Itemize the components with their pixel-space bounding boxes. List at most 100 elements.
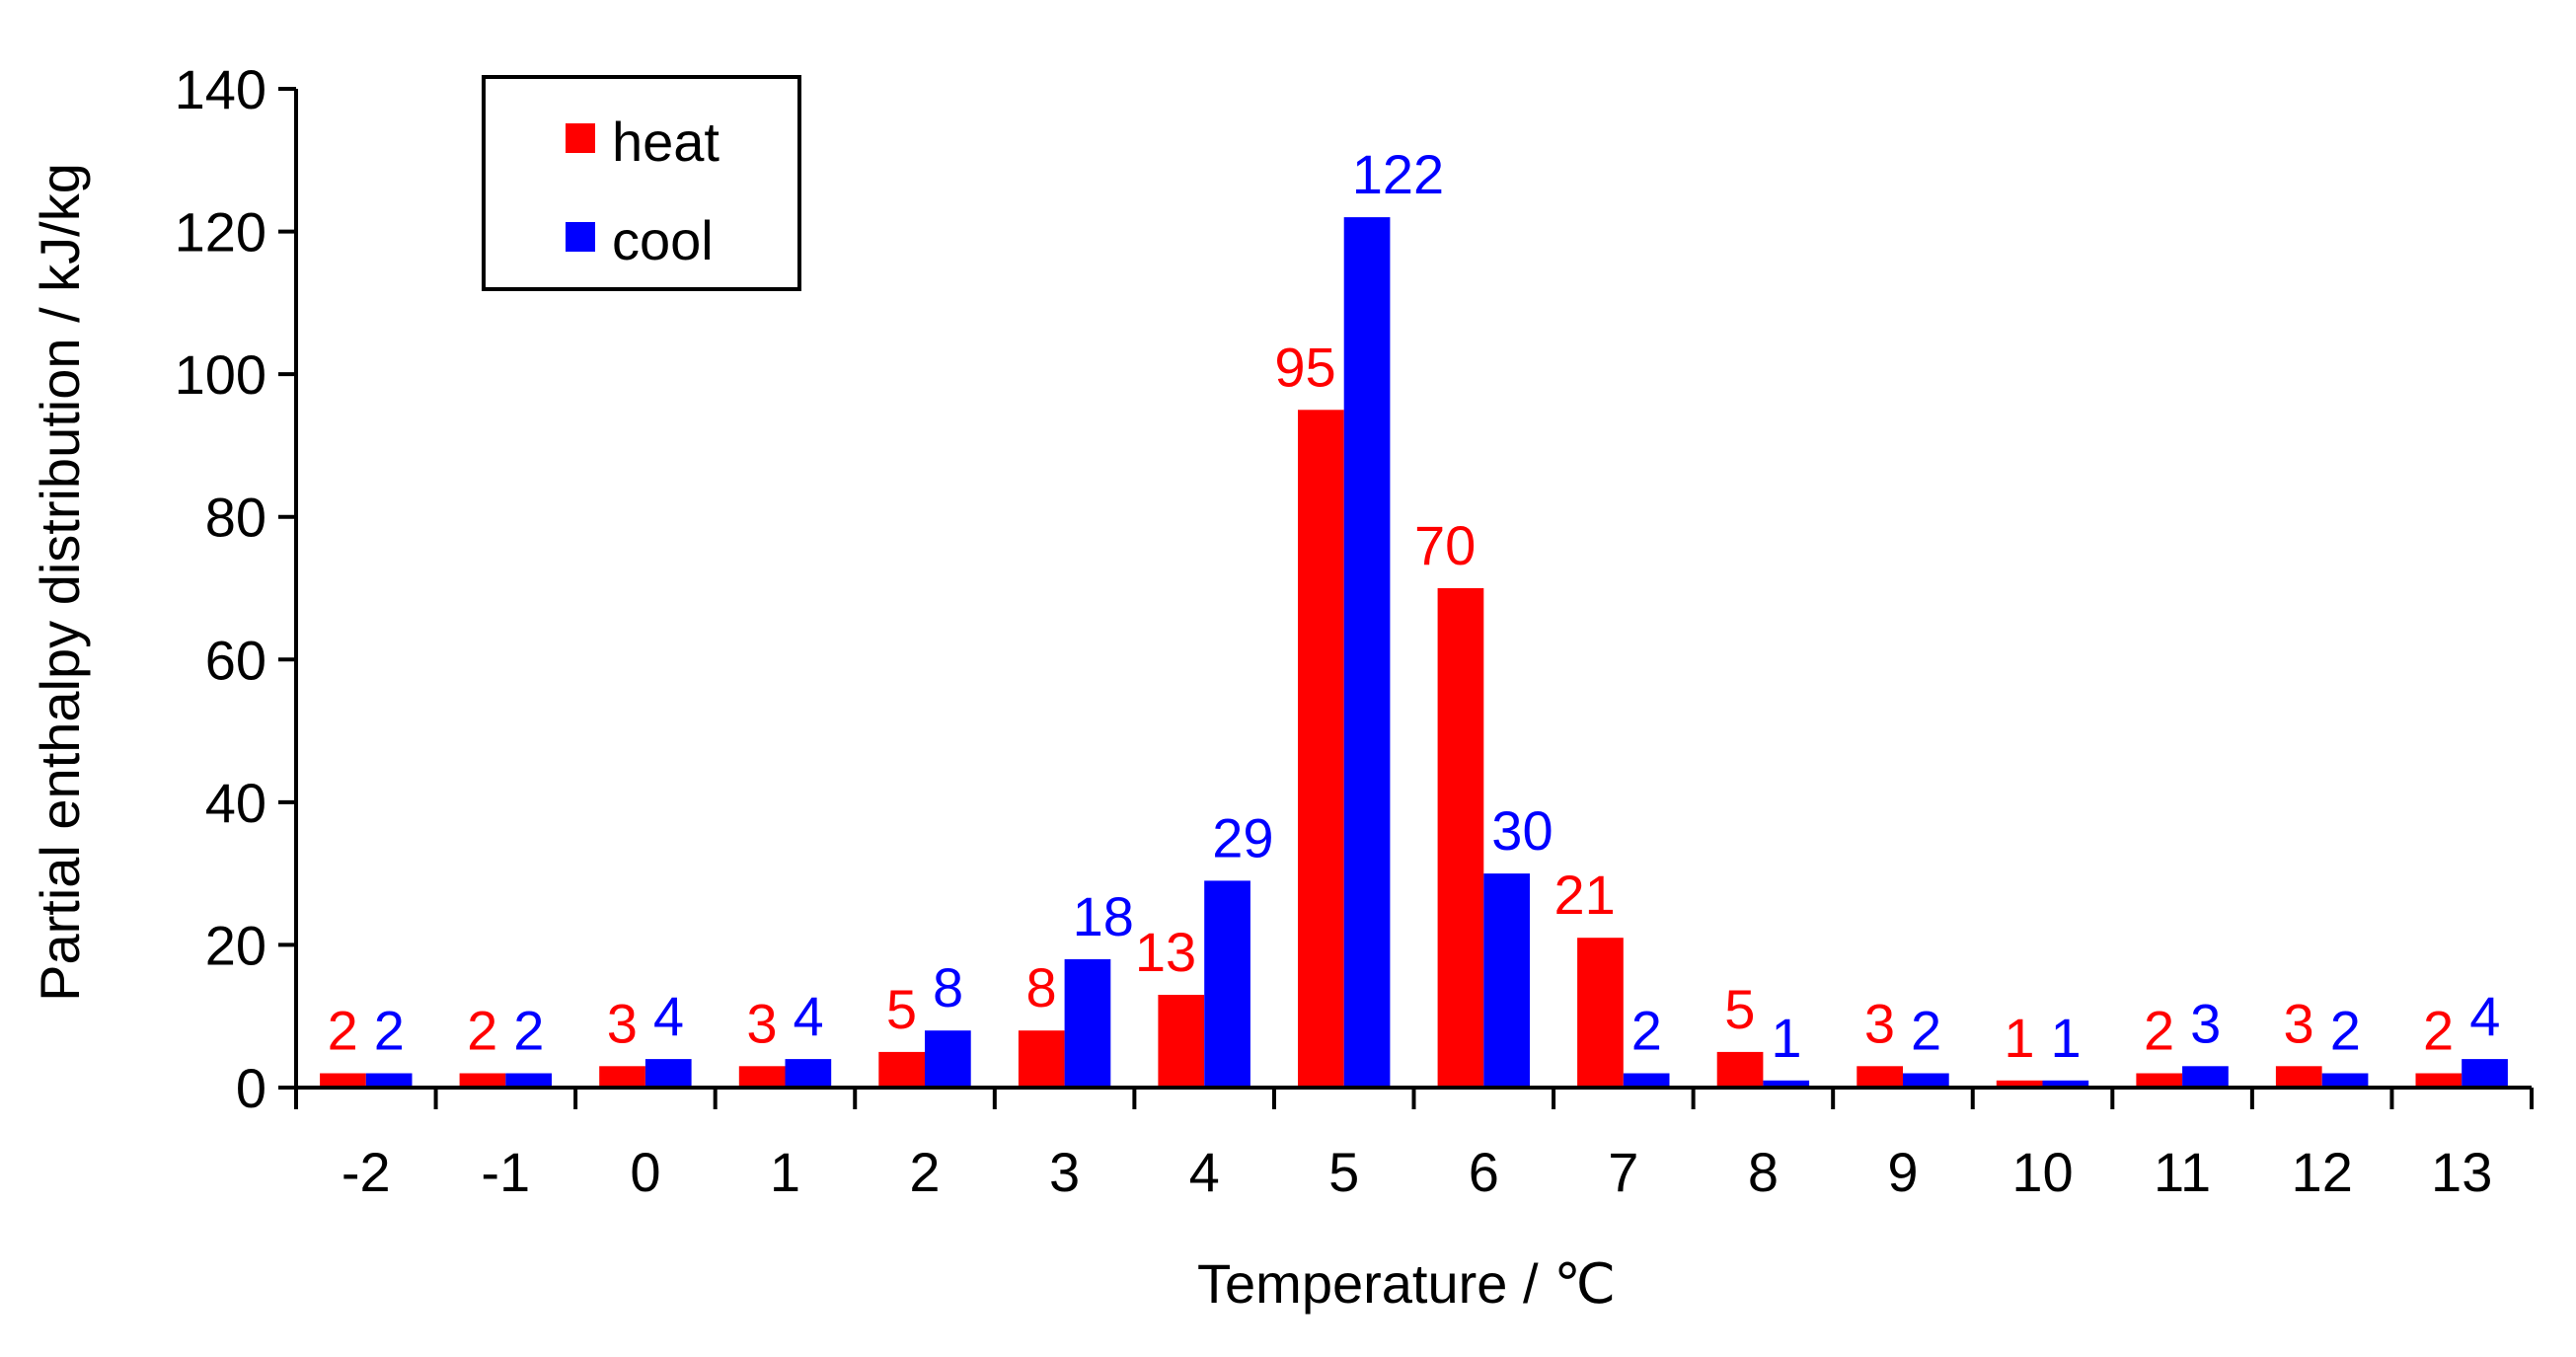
bar-heat-8 (1716, 1051, 1764, 1088)
bar-cool-5 (1343, 217, 1391, 1089)
bar-cool--1 (505, 1073, 552, 1088)
data-label-cool-4: 29 (1212, 806, 1273, 868)
x-tick-label-8: 8 (1748, 1141, 1779, 1203)
legend-swatch-heat (566, 123, 595, 153)
bar-heat-7 (1577, 938, 1624, 1088)
y-tick-label-120: 120 (175, 201, 266, 264)
y-tick-label-20: 20 (205, 914, 266, 976)
bar-heat--2 (320, 1073, 366, 1088)
data-label-cool-9: 2 (1911, 1000, 1941, 1062)
bar-cool-11 (2182, 1066, 2229, 1088)
data-label-heat-9: 3 (1864, 992, 1895, 1054)
bar-cool-2 (925, 1030, 971, 1088)
y-tick-label-0: 0 (236, 1057, 266, 1119)
data-label-cool-12: 2 (2330, 1000, 2361, 1062)
data-label-cool-10: 1 (2051, 1007, 2082, 1069)
bar-heat-10 (1996, 1080, 2043, 1088)
x-tick-label-1: 1 (770, 1141, 800, 1203)
bar-heat-4 (1158, 995, 1205, 1088)
bar-cool-8 (1763, 1080, 1810, 1088)
bar-heat-3 (1018, 1030, 1065, 1088)
x-tick-label-5: 5 (1328, 1141, 1359, 1203)
x-tick-label-2: 2 (909, 1141, 940, 1203)
data-label-heat--2: 2 (328, 1000, 358, 1062)
bars-layer (320, 217, 2508, 1089)
data-label-cool-13: 4 (2469, 985, 2500, 1047)
x-tick-label-12: 12 (2292, 1141, 2353, 1203)
y-tick-label-100: 100 (175, 343, 266, 406)
y-tick-label-80: 80 (205, 487, 266, 549)
bar-cool-0 (644, 1059, 692, 1088)
legend-swatch-cool (566, 222, 595, 252)
data-label-heat-2: 5 (886, 978, 917, 1040)
data-label-heat-12: 3 (2284, 992, 2314, 1054)
bar-heat-0 (599, 1066, 645, 1088)
data-label-cool-6: 30 (1491, 799, 1553, 862)
y-axis-title: Partial enthalpy distribution / kJ/kg (29, 163, 91, 1002)
data-label-cool-7: 2 (1631, 1000, 1662, 1062)
data-label-cool-3: 18 (1073, 885, 1134, 947)
data-label-heat-8: 5 (1724, 978, 1755, 1040)
data-label-heat--1: 2 (467, 1000, 497, 1062)
data-label-cool-5: 122 (1352, 143, 1444, 205)
bar-cool-4 (1204, 880, 1250, 1088)
x-tick-label-0: 0 (630, 1141, 660, 1203)
bar-heat-2 (878, 1051, 925, 1088)
bar-heat--1 (459, 1073, 506, 1088)
legend-label-cool: cool (612, 209, 714, 271)
bar-cool-13 (2462, 1059, 2508, 1088)
bar-cool-12 (2321, 1073, 2369, 1088)
legend-frame (482, 75, 801, 291)
y-tick-label-60: 60 (205, 629, 266, 691)
data-label-heat-4: 13 (1135, 921, 1196, 983)
data-label-cool-8: 1 (1771, 1007, 1801, 1069)
data-label-heat-5: 95 (1274, 336, 1335, 398)
data-label-heat-10: 1 (2004, 1007, 2034, 1069)
bar-cool--2 (365, 1073, 413, 1088)
data-label-cool-1: 4 (794, 985, 824, 1047)
data-label-cool--2: 2 (374, 1000, 405, 1062)
bar-cool-3 (1064, 958, 1111, 1088)
bar-cool-7 (1623, 1073, 1670, 1088)
x-tick-label-9: 9 (1887, 1141, 1918, 1203)
x-tick-label--2: -2 (341, 1141, 391, 1203)
bar-heat-6 (1437, 588, 1484, 1088)
y-tick-label-140: 140 (175, 58, 266, 120)
data-label-heat-11: 2 (2144, 1000, 2174, 1062)
data-label-heat-13: 2 (2423, 1000, 2454, 1062)
bar-heat-11 (2136, 1073, 2183, 1088)
data-label-cool-11: 3 (2190, 992, 2221, 1054)
bar-cool-10 (2042, 1080, 2089, 1088)
data-label-heat-7: 21 (1554, 864, 1616, 926)
bar-heat-5 (1298, 410, 1344, 1088)
data-label-cool-2: 8 (933, 956, 963, 1018)
legend: heat cool (482, 75, 801, 291)
bar-heat-1 (738, 1066, 786, 1088)
y-tick-label-40: 40 (205, 772, 266, 834)
bar-heat-12 (2275, 1066, 2322, 1088)
x-tick-label--1: -1 (481, 1141, 530, 1203)
x-tick-label-13: 13 (2431, 1141, 2492, 1203)
data-label-heat-6: 70 (1414, 514, 1476, 576)
x-tick-label-11: 11 (2154, 1141, 2211, 1203)
bar-heat-13 (2415, 1073, 2462, 1088)
x-tick-label-7: 7 (1608, 1141, 1638, 1203)
legend-label-heat: heat (612, 111, 720, 173)
x-tick-label-6: 6 (1469, 1141, 1499, 1203)
data-label-heat-1: 3 (746, 992, 777, 1054)
bar-cool-9 (1903, 1073, 1949, 1088)
bar-heat-9 (1856, 1066, 1903, 1088)
data-label-heat-3: 8 (1025, 956, 1056, 1018)
x-tick-label-10: 10 (2011, 1141, 2073, 1203)
bar-cool-1 (785, 1059, 832, 1088)
bar-cool-6 (1483, 873, 1530, 1088)
x-tick-label-4: 4 (1189, 1141, 1220, 1203)
x-tick-label-3: 3 (1049, 1141, 1080, 1203)
data-label-cool-0: 4 (653, 985, 684, 1047)
data-label-cool--1: 2 (513, 1000, 544, 1062)
x-axis-title: Temperature / ℃ (1197, 1252, 1616, 1315)
data-label-heat-0: 3 (607, 992, 638, 1054)
